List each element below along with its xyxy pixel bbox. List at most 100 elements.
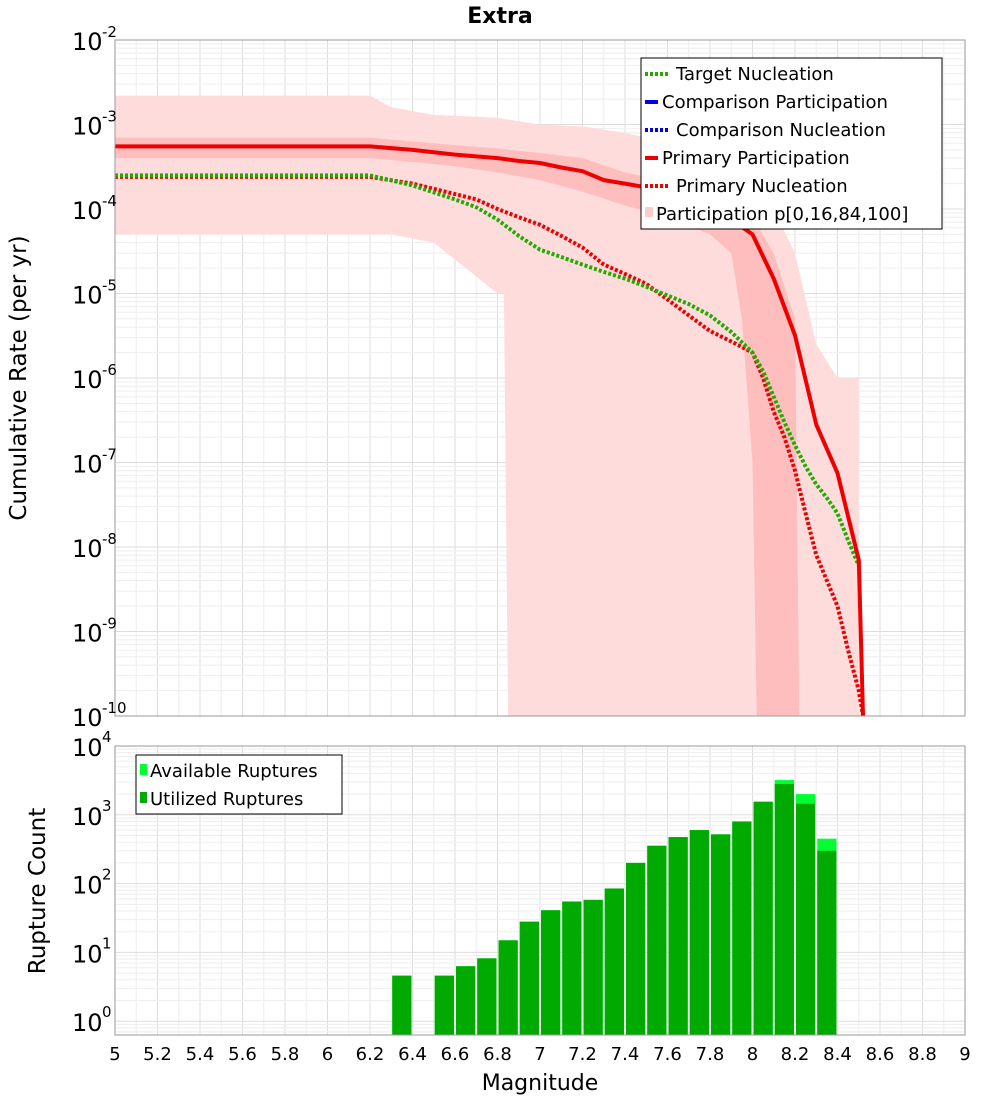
x-tick-label: 8 [747,1044,758,1065]
bar-utilized [477,958,497,1035]
x-tick-label: 5.6 [228,1044,257,1065]
x-ticks: 5 5.2 5.4 5.6 5.8 6 6.2 6.4 6.6 6.8 7 7.2 7.4 7.6 7.8 8… [109,1044,970,1065]
legend-swatch-utilized-ruptures [140,792,147,803]
bar-utilized [647,845,667,1035]
legend-label-participation-band: Participation p[0,16,84,100] [656,204,908,225]
top-y-axis-label: Cumulative Rate (per yr) [6,235,32,520]
bottom-y-tick-base: 10 [72,803,103,831]
legend-label-available-ruptures: Available Ruptures [150,761,318,782]
bottom-y-tick-base: 10 [72,872,103,900]
legend-swatch-participation-band [645,207,653,217]
participation-band [115,95,859,717]
band-outer [115,95,859,717]
x-tick-label: 5.2 [143,1044,172,1065]
bottom-y-axis-label: Rupture Count [25,808,51,974]
bar-utilized [562,901,582,1035]
bar-utilized [583,899,603,1035]
bottom-y-tick-exponent: 1 [102,934,112,952]
top-plot-frame [114,39,966,717]
bar-utilized [796,803,816,1035]
legend-swatch-available-ruptures [140,764,147,775]
top-y-tick-exponent: -6 [102,361,117,379]
bottom-plot-frame [114,745,966,1036]
bottom-legend: Available Ruptures Utilized Ruptures [135,754,343,815]
bar-utilized [519,921,539,1035]
legend-label-utilized-ruptures: Utilized Ruptures [150,789,303,810]
x-tick-label: 8.4 [823,1044,852,1065]
top-y-tick-base: 10 [72,535,103,563]
bar-utilized [434,975,454,1035]
x-tick-label: 8.8 [908,1044,937,1065]
bar-utilized [456,966,476,1035]
x-tick-label: 7.2 [568,1044,597,1065]
x-tick-label: 6.6 [441,1044,470,1065]
x-tick-label: 6.8 [483,1044,512,1065]
rupture-bars [392,780,837,1035]
x-tick-label: 6.4 [398,1044,427,1065]
x-axis-label: Magnitude [482,1071,599,1096]
top-y-tick-exponent: -3 [102,108,117,126]
x-tick-label: 7.6 [653,1044,682,1065]
bar-utilized [498,940,518,1035]
bar-utilized [774,784,794,1035]
legend-label-comparison-participation: Comparison Participation [662,92,888,113]
top-legend-box [640,57,943,230]
x-tick-label: 7.8 [696,1044,725,1065]
x-tick-label: 8.6 [866,1044,895,1065]
top-y-tick-base: 10 [72,113,103,141]
x-tick-label: 8.2 [781,1044,810,1065]
top-y-tick-base: 10 [72,366,103,394]
top-y-tick-exponent: -4 [102,192,117,210]
top-legend: Target Nucleation Comparison Participati… [640,57,943,230]
bottom-y-tick-exponent: 4 [102,728,112,746]
x-tick-label: 5 [109,1044,120,1065]
bar-utilized [817,850,837,1035]
bar-utilized [668,837,688,1035]
bottom-y-tick-exponent: 3 [102,797,112,815]
top-y-tick-exponent: -9 [102,615,117,633]
top-y-tick-exponent: -7 [102,446,117,464]
bottom-legend-box [135,754,343,815]
bar-utilized [711,834,731,1035]
series-line-primary-nucleation [115,174,865,717]
bar-utilized [541,910,561,1035]
bottom-y-tick-base: 10 [72,940,103,968]
bottom-y-tick-base: 10 [72,734,103,762]
x-tick-label: 5.4 [186,1044,215,1065]
x-tick-label: 7.4 [611,1044,640,1065]
top-y-tick-base: 10 [72,704,103,732]
bar-utilized [392,975,412,1035]
bottom-y-tick-base: 10 [72,1009,103,1037]
top-y-tick-base: 10 [72,620,103,648]
top-y-tick-base: 10 [72,282,103,310]
top-y-tick-exponent: -8 [102,530,117,548]
legend-label-comparison-nucleation: Comparison Nucleation [676,120,886,141]
bar-utilized [604,888,624,1035]
x-tick-label: 6 [322,1044,333,1065]
legend-label-primary-nucleation: Primary Nucleation [676,176,848,197]
top-y-tick-base: 10 [72,197,103,225]
legend-label-primary-participation: Primary Participation [662,148,850,169]
chart-title: Extra [467,4,532,29]
top-y-tick-base: 10 [72,451,103,479]
bar-utilized [626,862,646,1035]
x-tick-label: 6.2 [356,1044,385,1065]
bottom-y-tick-exponent: 0 [102,1003,112,1021]
top-y-tick-exponent: -5 [102,277,117,295]
x-tick-label: 5.8 [271,1044,300,1065]
x-tick-label: 9 [959,1044,970,1065]
bar-utilized [732,821,752,1035]
top-y-tick-exponent: -2 [102,23,117,41]
top-y-tick-exponent: -10 [102,699,127,717]
bar-utilized [689,830,709,1035]
bar-utilized [753,801,773,1035]
bottom-y-tick-exponent: 2 [102,866,112,884]
top-y-tick-base: 10 [72,28,103,56]
legend-label-target-nucleation: Target Nucleation [675,64,834,85]
x-tick-label: 7 [534,1044,545,1065]
